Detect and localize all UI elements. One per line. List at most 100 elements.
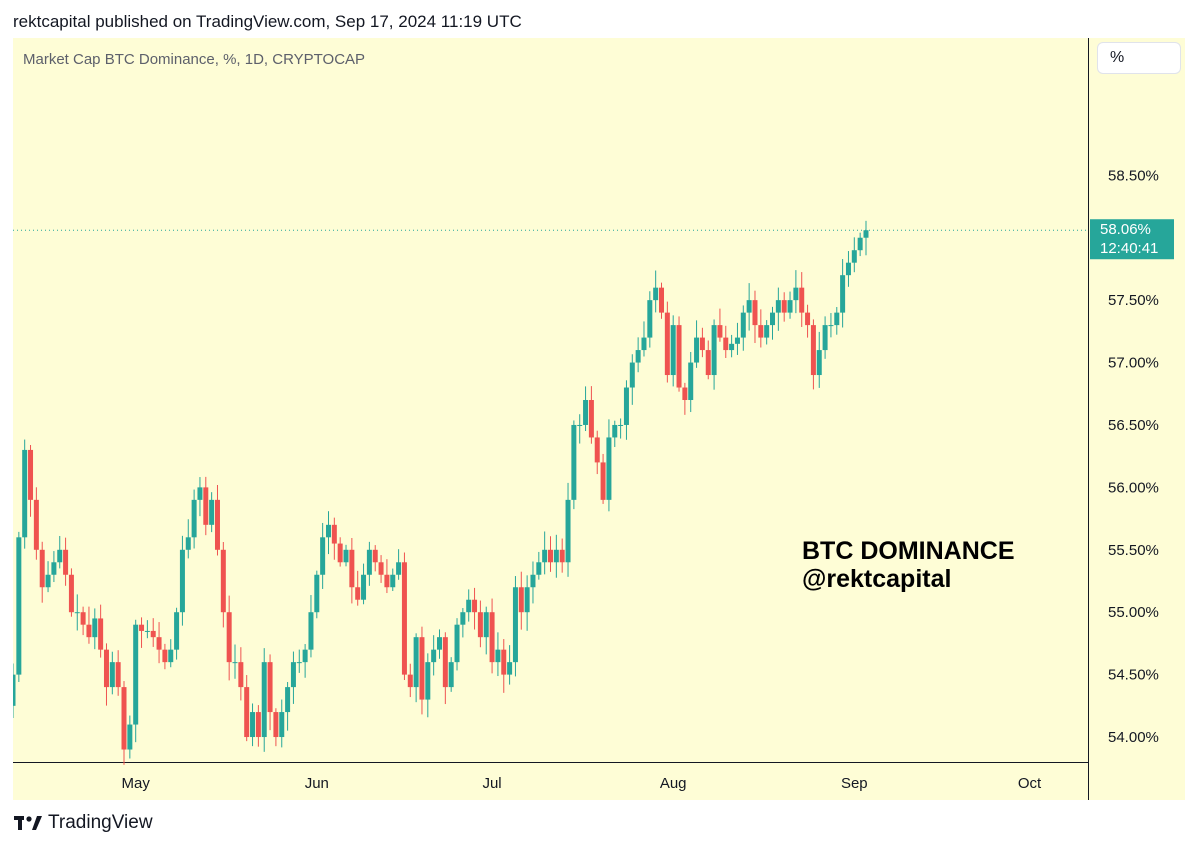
- candle-up: [583, 400, 589, 425]
- candle-up: [179, 549, 185, 613]
- candle-up: [133, 624, 139, 725]
- candle-down: [203, 487, 209, 525]
- candle-down: [337, 543, 343, 563]
- candle-down: [86, 624, 92, 638]
- candle-down: [98, 618, 104, 650]
- candle-up: [460, 612, 466, 625]
- candle-down: [156, 637, 162, 650]
- candle-up: [361, 574, 367, 600]
- tradingview-footer-logo: TradingView: [14, 812, 153, 834]
- tradingview-logo-icon: [14, 816, 42, 830]
- candle-down: [267, 662, 273, 713]
- candle-up: [787, 300, 793, 313]
- candle-up: [530, 574, 536, 588]
- footer-brand: TradingView: [48, 812, 153, 833]
- annotation-handle: @rektcapital: [802, 565, 951, 593]
- candle-down: [273, 712, 279, 738]
- candle-down: [39, 549, 45, 588]
- candle-up: [857, 237, 863, 251]
- candle-up: [623, 387, 629, 425]
- candle-down: [401, 562, 407, 675]
- candle-up: [390, 574, 396, 588]
- candle-up: [261, 662, 267, 738]
- y-tick-label: 54.50%: [1108, 667, 1159, 684]
- candle-down: [220, 549, 226, 613]
- candle-up: [74, 612, 80, 614]
- candle-down: [115, 662, 121, 688]
- candle-down: [68, 574, 74, 613]
- candle-up: [296, 662, 302, 664]
- candle-down: [758, 325, 764, 338]
- x-tick-label: Jun: [305, 775, 329, 792]
- candle-up: [302, 649, 308, 663]
- candle-down: [717, 325, 723, 338]
- price-scale-unit-button[interactable]: %: [1097, 42, 1181, 74]
- candle-up: [431, 649, 437, 663]
- y-tick-label: 55.50%: [1108, 542, 1159, 559]
- candle-up: [694, 337, 700, 363]
- candle-up: [606, 437, 612, 500]
- candle-up: [22, 449, 28, 538]
- candle-down: [244, 687, 250, 738]
- candle-up: [793, 287, 799, 301]
- candle-up: [507, 662, 513, 675]
- price-scale-area: [1088, 38, 1185, 762]
- candle-down: [255, 712, 261, 738]
- candle-down: [781, 300, 787, 313]
- candle-up: [641, 337, 647, 351]
- candle-up: [822, 325, 828, 351]
- candle-down: [810, 325, 816, 376]
- candle-down: [407, 674, 413, 688]
- chart-title: Market Cap BTC Dominance, %, 1D, CRYPTOC…: [23, 51, 365, 68]
- candle-up: [536, 562, 542, 575]
- candle-down: [501, 649, 507, 675]
- candle-up: [45, 574, 51, 588]
- candle-up: [740, 312, 746, 338]
- candle-down: [559, 549, 565, 563]
- candle-up: [425, 662, 431, 700]
- candle-down: [705, 350, 711, 376]
- y-tick-label: 57.00%: [1108, 355, 1159, 372]
- candle-up: [524, 587, 530, 613]
- candle-up: [845, 262, 851, 276]
- candle-up: [51, 562, 57, 575]
- candle-down: [600, 462, 606, 500]
- candle-down: [442, 637, 448, 688]
- candle-up: [483, 612, 489, 638]
- btc-dominance-chart[interactable]: Market Cap BTC Dominance, %, 1D, CRYPTOC…: [13, 38, 1185, 800]
- time-scale-area: [13, 762, 1185, 800]
- candle-up: [174, 612, 180, 650]
- candle-up: [314, 574, 320, 613]
- candle-down: [699, 337, 705, 351]
- candle-up: [250, 712, 256, 738]
- candle-down: [103, 649, 109, 688]
- candle-up: [770, 312, 776, 326]
- candle-down: [28, 449, 34, 500]
- candle-up: [290, 662, 296, 688]
- candle-up: [670, 325, 676, 376]
- candle-down: [63, 549, 69, 575]
- candle-up: [635, 350, 641, 363]
- x-tick-label: Aug: [660, 775, 687, 792]
- candle-down: [226, 612, 232, 663]
- x-tick-label: Sep: [841, 775, 868, 792]
- candle-down: [676, 325, 682, 388]
- candle-up: [466, 599, 472, 613]
- candle-up: [729, 343, 735, 351]
- candle-down: [419, 637, 425, 700]
- last-price-value: 58.06%: [1100, 221, 1151, 238]
- candle-up: [542, 549, 548, 563]
- candle-up: [436, 637, 442, 650]
- candle-up: [746, 300, 752, 313]
- candle-down: [588, 400, 594, 438]
- candle-up: [711, 325, 717, 376]
- candle-up: [612, 424, 618, 438]
- candle-up: [495, 649, 501, 663]
- candle-down: [752, 300, 758, 326]
- candle-down: [349, 549, 355, 588]
- candle-up: [618, 424, 624, 426]
- candle-down: [238, 662, 244, 688]
- published-line: rektcapital published on TradingView.com…: [13, 12, 522, 31]
- candle-up: [577, 424, 583, 426]
- candle-up: [127, 724, 133, 750]
